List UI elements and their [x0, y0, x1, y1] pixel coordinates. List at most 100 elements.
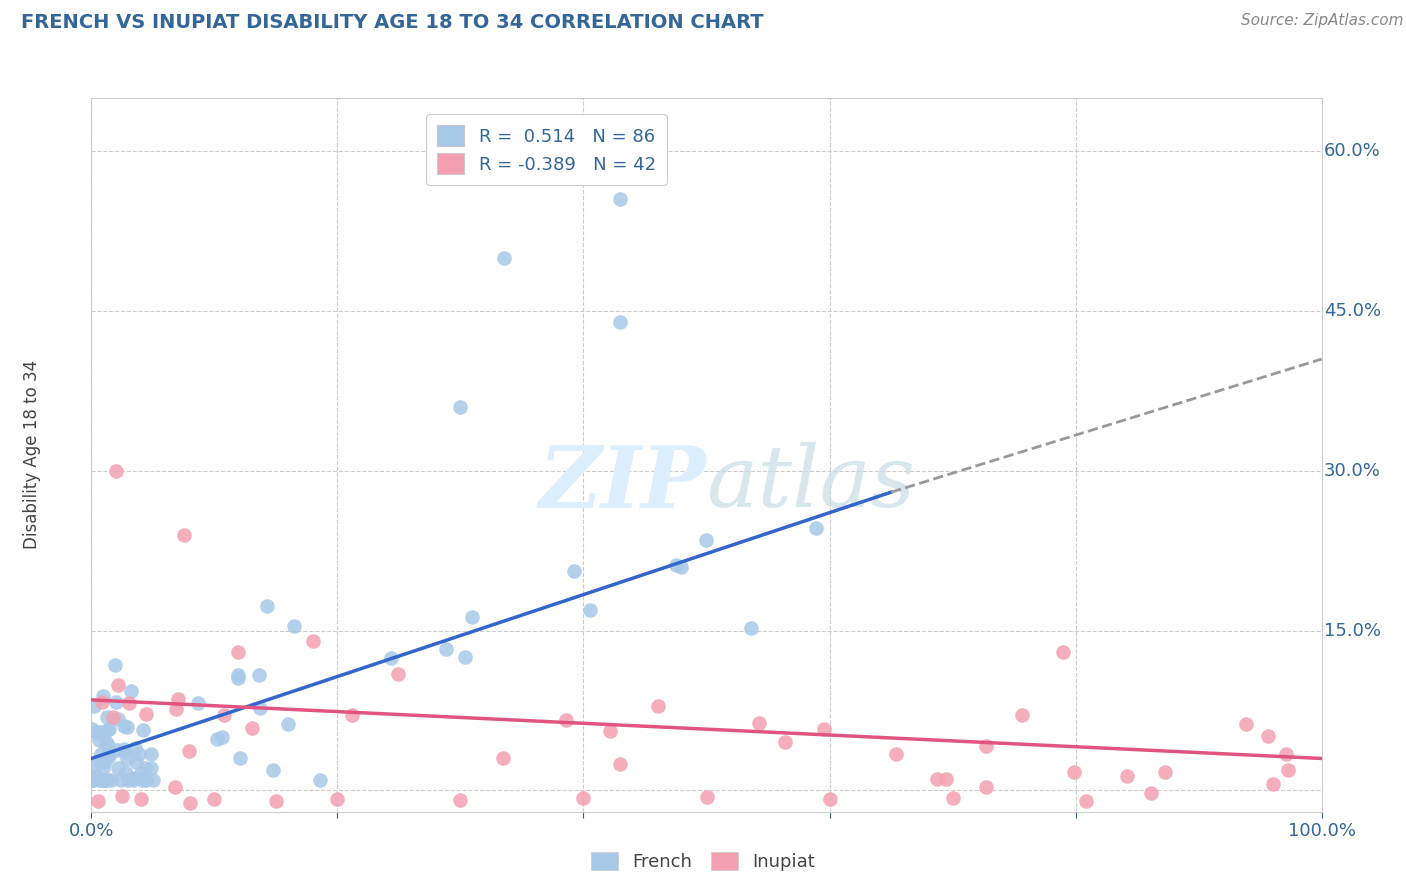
Point [277, 717, 299, 731]
Point [112, 742, 135, 756]
Point [135, 707, 157, 722]
Point [105, 743, 128, 757]
Point [562, 564, 585, 578]
Point [89, 755, 111, 769]
Point [128, 747, 150, 761]
Point [82, 722, 104, 736]
Point [1052, 645, 1074, 659]
Point [813, 723, 835, 737]
Point [461, 610, 484, 624]
Point [599, 723, 621, 738]
Point [492, 751, 515, 765]
Point [256, 599, 278, 613]
Point [135, 772, 157, 787]
Point [82, 772, 104, 787]
Point [229, 750, 252, 764]
Point [129, 765, 152, 780]
Point [82, 772, 104, 787]
Point [695, 789, 717, 804]
Point [249, 700, 271, 714]
Point [115, 752, 138, 766]
Point [187, 696, 209, 710]
Point [91, 761, 114, 775]
Point [884, 747, 907, 761]
Point [665, 558, 688, 572]
Point [202, 792, 225, 806]
Point [179, 796, 201, 810]
Point [125, 755, 148, 769]
Point [107, 761, 129, 775]
Point [247, 668, 270, 682]
Point [94, 735, 117, 749]
Point [163, 780, 186, 794]
Point [122, 772, 145, 787]
Point [264, 794, 287, 808]
Point [117, 772, 139, 787]
Point [747, 715, 769, 730]
Point [1275, 747, 1298, 762]
Point [112, 719, 135, 733]
Point [609, 315, 631, 329]
Point [96, 723, 118, 738]
Point [91, 772, 114, 787]
Point [1154, 765, 1177, 780]
Point [97, 739, 120, 753]
Point [434, 642, 457, 657]
Point [941, 790, 963, 805]
Point [226, 668, 249, 682]
Point [107, 713, 129, 727]
Text: 60.0%: 60.0% [1324, 143, 1381, 161]
Point [96, 710, 118, 724]
Legend: R =  0.514   N = 86, R = -0.389   N = 42: R = 0.514 N = 86, R = -0.389 N = 42 [426, 114, 666, 185]
Point [93, 690, 115, 704]
Text: ZIP: ZIP [538, 442, 706, 525]
Point [226, 645, 249, 659]
Point [101, 709, 124, 723]
Text: Source: ZipAtlas.com: Source: ZipAtlas.com [1240, 13, 1403, 29]
Point [695, 533, 717, 547]
Point [387, 666, 409, 681]
Point [165, 702, 187, 716]
Point [86, 794, 108, 808]
Point [572, 790, 595, 805]
Point [94, 772, 117, 787]
Point [669, 559, 692, 574]
Point [139, 761, 162, 775]
Point [118, 696, 141, 710]
Point [141, 747, 163, 762]
Text: FRENCH VS INUPIAT DISABILITY AGE 18 TO 34 CORRELATION CHART: FRENCH VS INUPIAT DISABILITY AGE 18 TO 3… [21, 13, 763, 32]
Legend: French, Inupiat: French, Inupiat [583, 845, 823, 879]
Point [240, 721, 263, 735]
Point [326, 792, 349, 806]
Point [131, 772, 153, 787]
Point [818, 792, 841, 806]
Point [111, 789, 134, 803]
Point [166, 691, 188, 706]
Point [104, 695, 127, 709]
Point [380, 650, 402, 665]
Point [84, 769, 107, 783]
Point [1074, 794, 1097, 808]
Point [1140, 786, 1163, 800]
Point [554, 713, 576, 727]
Point [1257, 730, 1279, 744]
Point [974, 780, 997, 795]
Point [1115, 769, 1137, 783]
Point [301, 634, 323, 648]
Point [90, 695, 112, 709]
Point [104, 658, 127, 673]
Point [97, 749, 120, 764]
Point [773, 735, 796, 749]
Point [647, 699, 669, 714]
Point [98, 723, 121, 737]
Point [179, 744, 201, 758]
Point [205, 731, 228, 746]
Point [124, 741, 146, 756]
Point [340, 708, 363, 723]
Point [115, 720, 138, 734]
Point [134, 761, 156, 775]
Point [82, 759, 104, 773]
Point [1011, 707, 1033, 722]
Point [492, 251, 515, 265]
Text: 15.0%: 15.0% [1324, 622, 1381, 640]
